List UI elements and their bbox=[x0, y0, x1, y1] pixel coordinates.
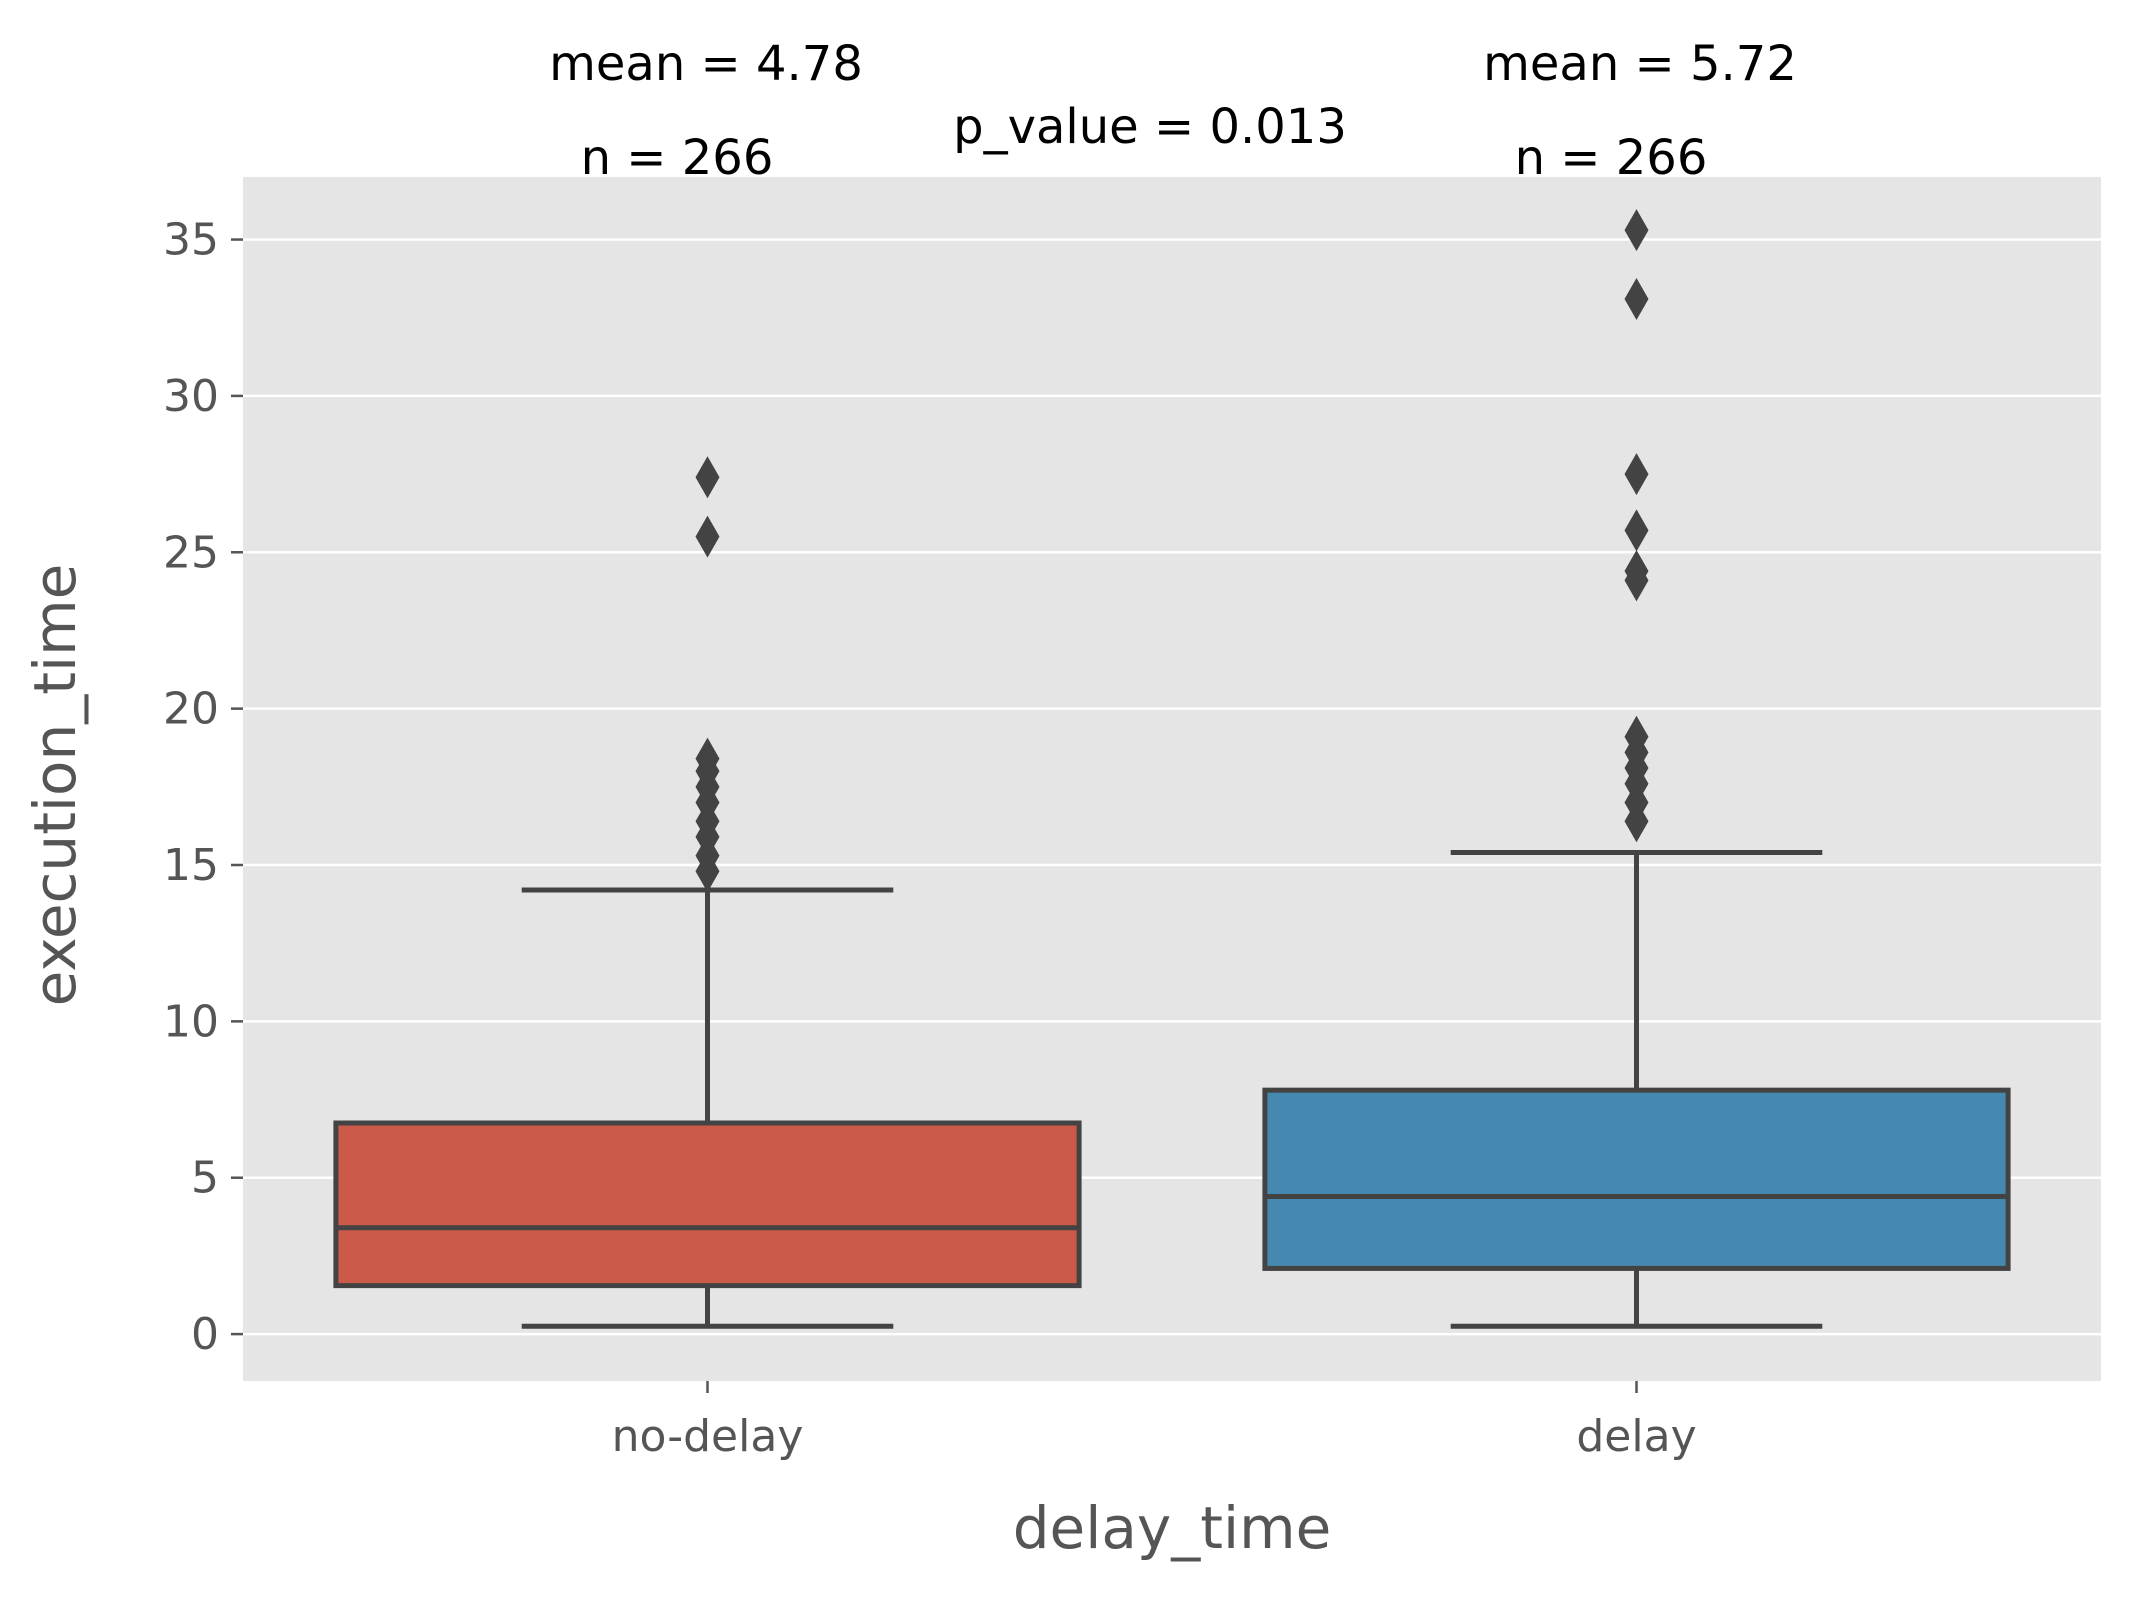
outlier-point-delay-9 bbox=[1624, 453, 1649, 496]
x-tick-label-no-delay: no-delay bbox=[612, 1411, 804, 1462]
x-axis-label: delay_time bbox=[1013, 1494, 1332, 1562]
x-axis-ticks: no-delay delay bbox=[612, 1381, 1697, 1462]
p-value-label: p_value = 0.013 bbox=[953, 99, 1347, 155]
y-tick-label-10: 10 bbox=[163, 996, 219, 1047]
y-tick-label-25: 25 bbox=[163, 527, 219, 578]
outlier-point-delay-7 bbox=[1624, 550, 1649, 593]
outlier-point-no-delay-7 bbox=[695, 737, 720, 780]
y-tick-label-20: 20 bbox=[163, 684, 219, 735]
boxes bbox=[333, 209, 2011, 1329]
box-no-delay bbox=[333, 1120, 1082, 1289]
outlier-point-no-delay-9 bbox=[695, 456, 720, 499]
outlier-point-delay-8 bbox=[1624, 509, 1649, 552]
outlier-point-no-delay-8 bbox=[695, 515, 720, 558]
n-label-delay: n = 266 bbox=[1515, 130, 1708, 186]
y-tick-label-0: 0 bbox=[191, 1309, 219, 1360]
y-tick-label-15: 15 bbox=[163, 840, 219, 891]
y-tick-label-30: 30 bbox=[163, 371, 219, 422]
box-group-delay bbox=[1262, 209, 2011, 1329]
box-delay bbox=[1262, 1087, 2011, 1271]
y-tick-label-5: 5 bbox=[191, 1153, 219, 1204]
y-axis-label: execution_time bbox=[21, 564, 89, 1007]
outlier-point-delay-11 bbox=[1624, 209, 1649, 252]
box-group-no-delay bbox=[333, 456, 1082, 1329]
n-label-no-delay: n = 266 bbox=[581, 130, 774, 186]
y-tick-label-35: 35 bbox=[163, 215, 219, 266]
outlier-point-delay-5 bbox=[1624, 715, 1649, 758]
mean-label-delay: mean = 5.72 bbox=[1483, 36, 1797, 92]
y-axis-ticks: 0 5 10 15 20 25 30 35 bbox=[163, 215, 243, 1360]
mean-label-no-delay: mean = 4.78 bbox=[549, 36, 863, 92]
x-tick-label-delay: delay bbox=[1576, 1411, 1696, 1462]
outlier-point-delay-10 bbox=[1624, 277, 1649, 320]
